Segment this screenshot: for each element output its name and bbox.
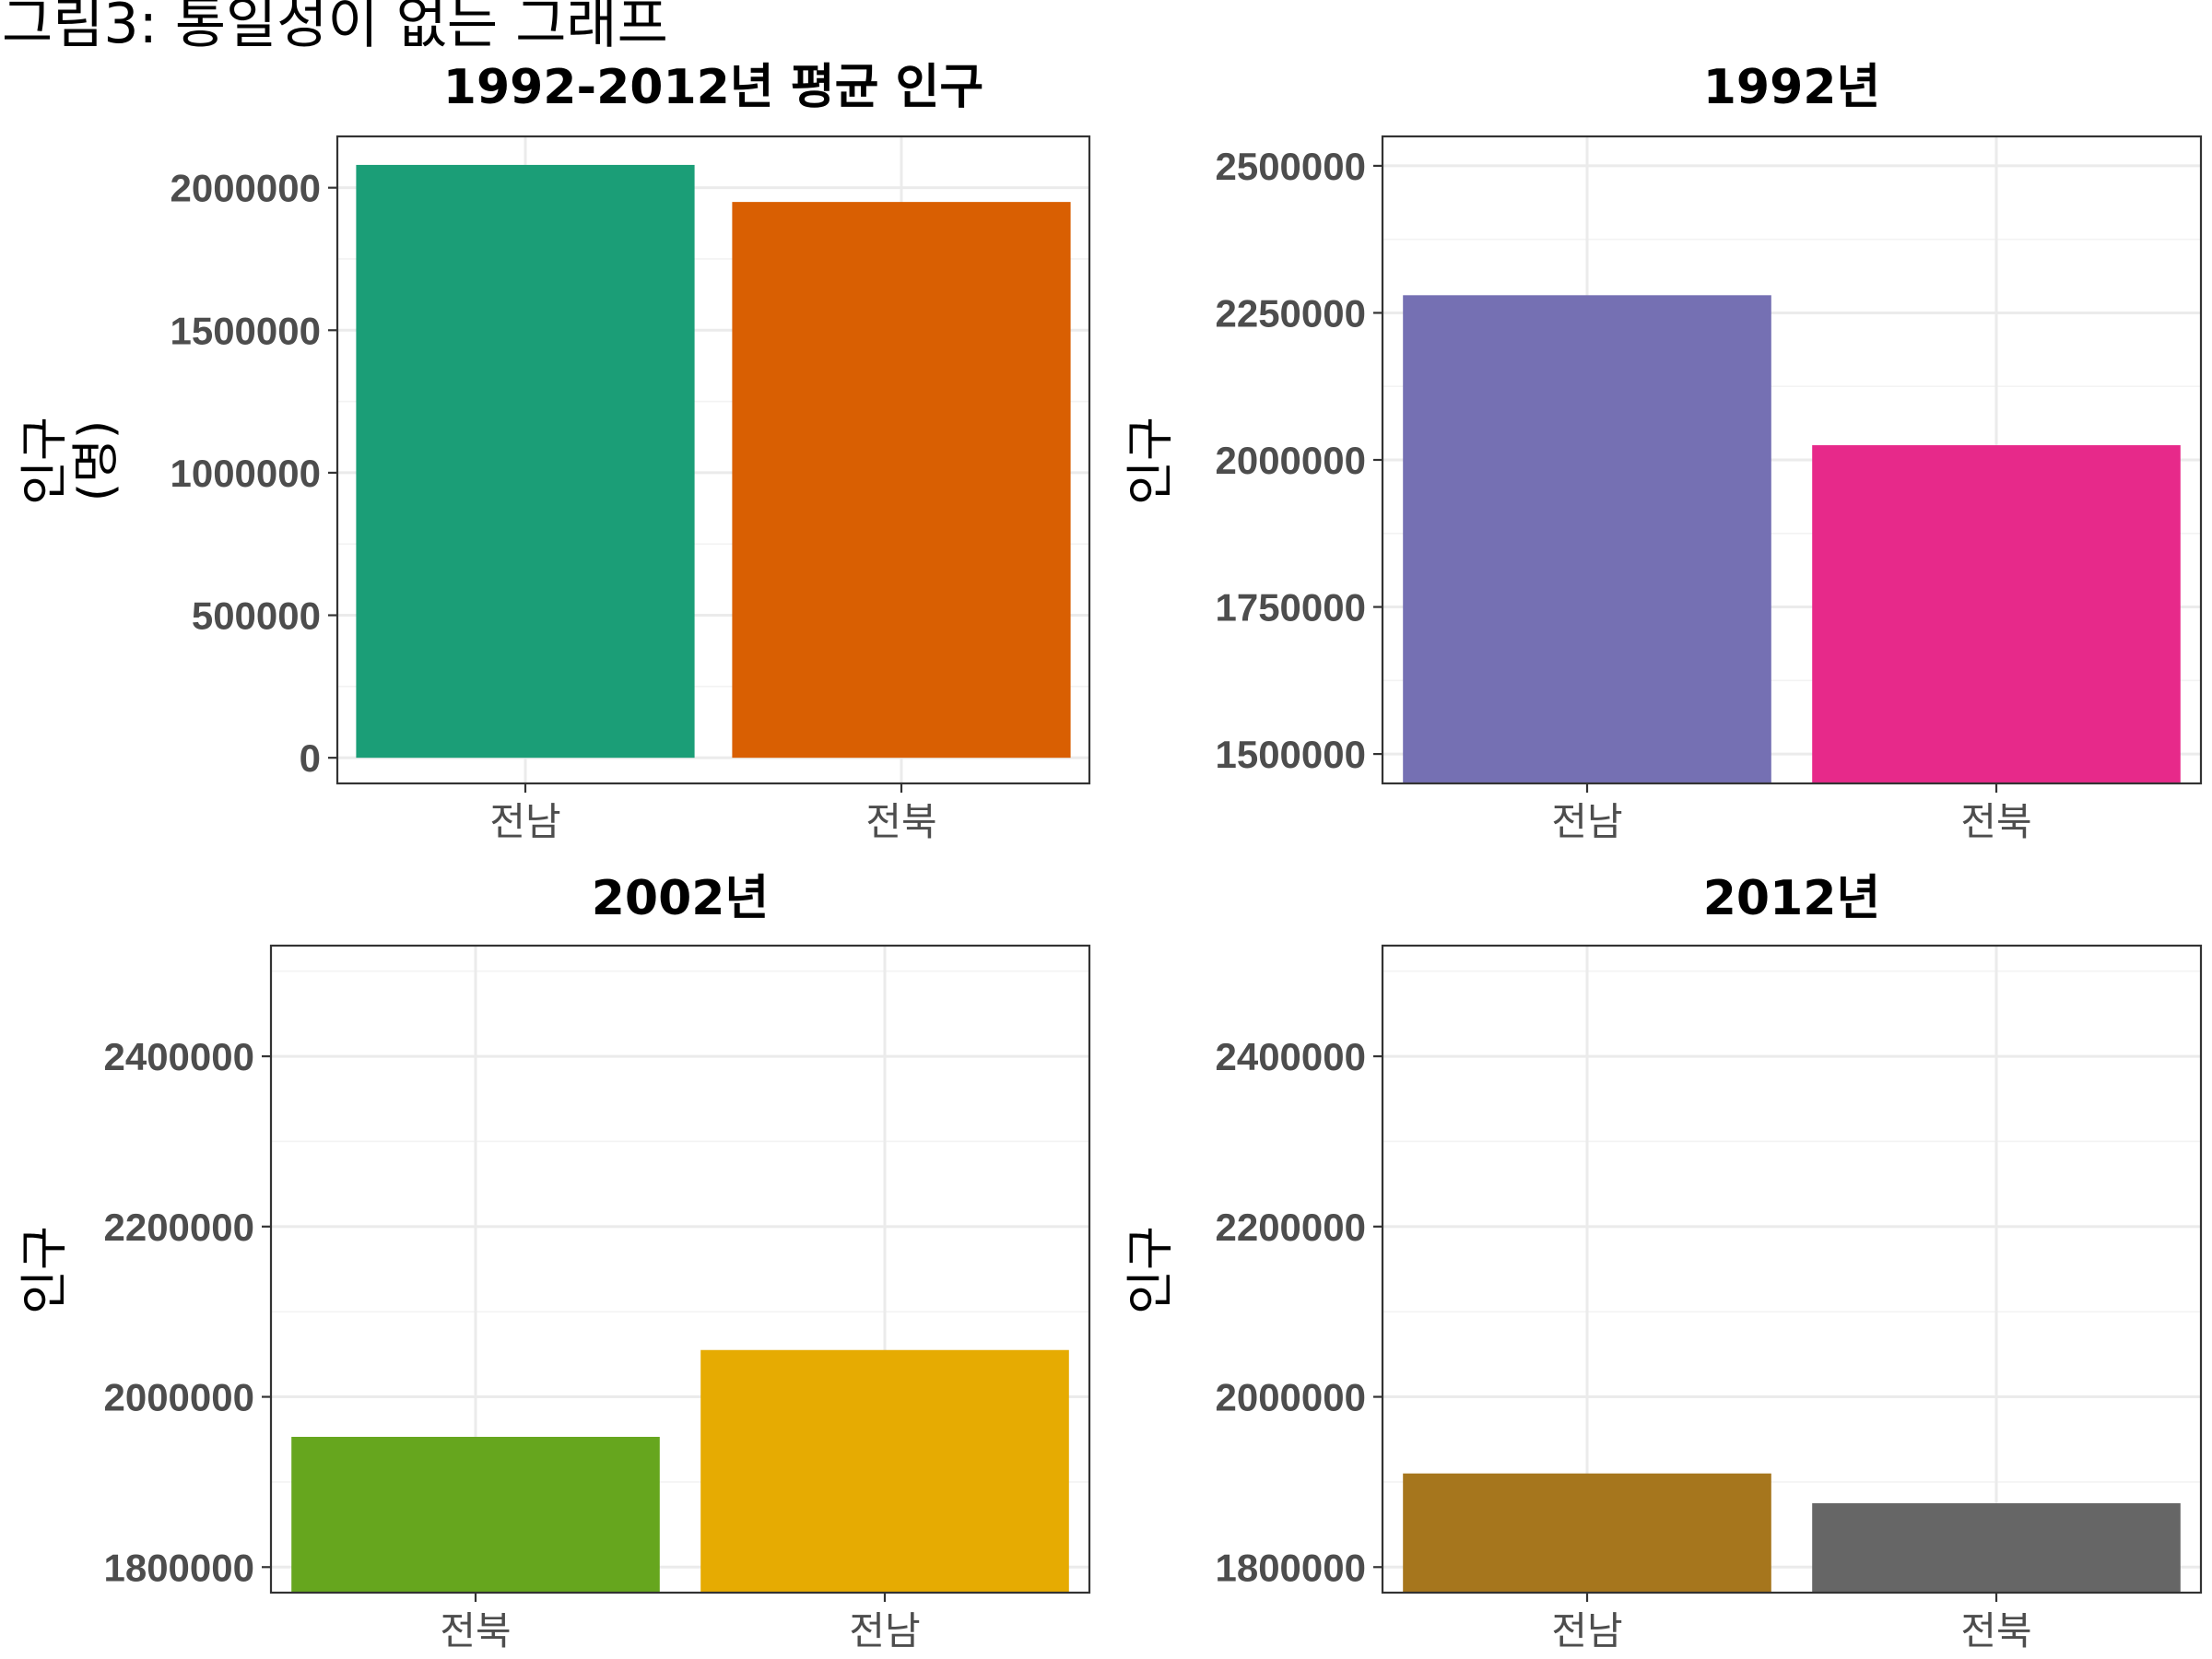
y-tick-label: 1800000 [1215, 1546, 1366, 1589]
y-tick-label: 2200000 [103, 1206, 254, 1249]
panel-title: 2012년 [1703, 871, 1881, 926]
y-axis-label: 인구 [1124, 417, 1179, 505]
bar-전남 [1403, 1474, 1771, 1593]
x-tick-label: 전북 [440, 1608, 511, 1653]
y-tick-label: 1500000 [170, 309, 321, 352]
y-axis-label: 인구 [18, 1226, 73, 1314]
figure-title: 그림3: 통일성이 없는 그래프 [2, 0, 668, 56]
panel-average-population: 0 500000 1000000 1500000 2000000 전남 전북 1992-201… [18, 60, 1089, 844]
y-axis-label: 인구(명) [18, 417, 124, 505]
y-tick-label: 2250000 [1215, 291, 1366, 335]
bar-전북 [1812, 445, 2181, 783]
y-tick-label: 2400000 [103, 1035, 254, 1078]
bar-전북 [291, 1437, 660, 1593]
x-tick-label: 전남 [849, 1608, 920, 1653]
y-axis-label-line: (명) [69, 420, 124, 501]
y-tick-label: 500000 [192, 594, 321, 638]
y-axis-label-line: 인구 [1124, 417, 1179, 505]
bar-전남 [1403, 295, 1771, 783]
y-tick-label: 2000000 [1215, 439, 1366, 482]
x-tick-label: 전남 [1551, 799, 1622, 844]
x-tick-label: 전남 [489, 799, 560, 844]
panel-title: 2002년 [592, 871, 770, 926]
x-tick-label: 전북 [1960, 1608, 2031, 1653]
y-tick-label: 2500000 [1215, 145, 1366, 188]
bar-전남 [356, 165, 694, 758]
y-tick-label: 1800000 [103, 1546, 254, 1589]
bar-전북 [732, 202, 1070, 758]
y-tick-label: 2200000 [1215, 1206, 1366, 1249]
bar-전북 [1812, 1503, 2181, 1593]
y-tick-label: 2400000 [1215, 1035, 1366, 1078]
y-axis-label-line: 인구 [18, 1226, 73, 1314]
y-tick-label: 2000000 [103, 1376, 254, 1419]
x-tick-label: 전북 [1960, 799, 2031, 844]
panel-1992: 1500000 1750000 2000000 2250000 2500000 전남 전북 1… [1124, 60, 2201, 844]
y-tick-label: 1500000 [1215, 733, 1366, 776]
bar-전남 [700, 1350, 1069, 1593]
y-axis-label-line: 인구 [1124, 1226, 1179, 1314]
y-tick-label: 0 [300, 736, 321, 780]
x-tick-label: 전북 [865, 799, 936, 844]
y-axis-label-line: 인구 [18, 417, 73, 505]
panel-title: 1992-2012년 평균 인구 [443, 60, 983, 115]
y-axis-label: 인구 [1124, 1226, 1179, 1314]
panel-title: 1992년 [1703, 60, 1881, 115]
y-tick-label: 1000000 [170, 452, 321, 495]
y-tick-label: 2000000 [170, 167, 321, 210]
y-tick-label: 1750000 [1215, 586, 1366, 629]
y-tick-label: 2000000 [1215, 1376, 1366, 1419]
x-tick-label: 전남 [1551, 1608, 1622, 1653]
